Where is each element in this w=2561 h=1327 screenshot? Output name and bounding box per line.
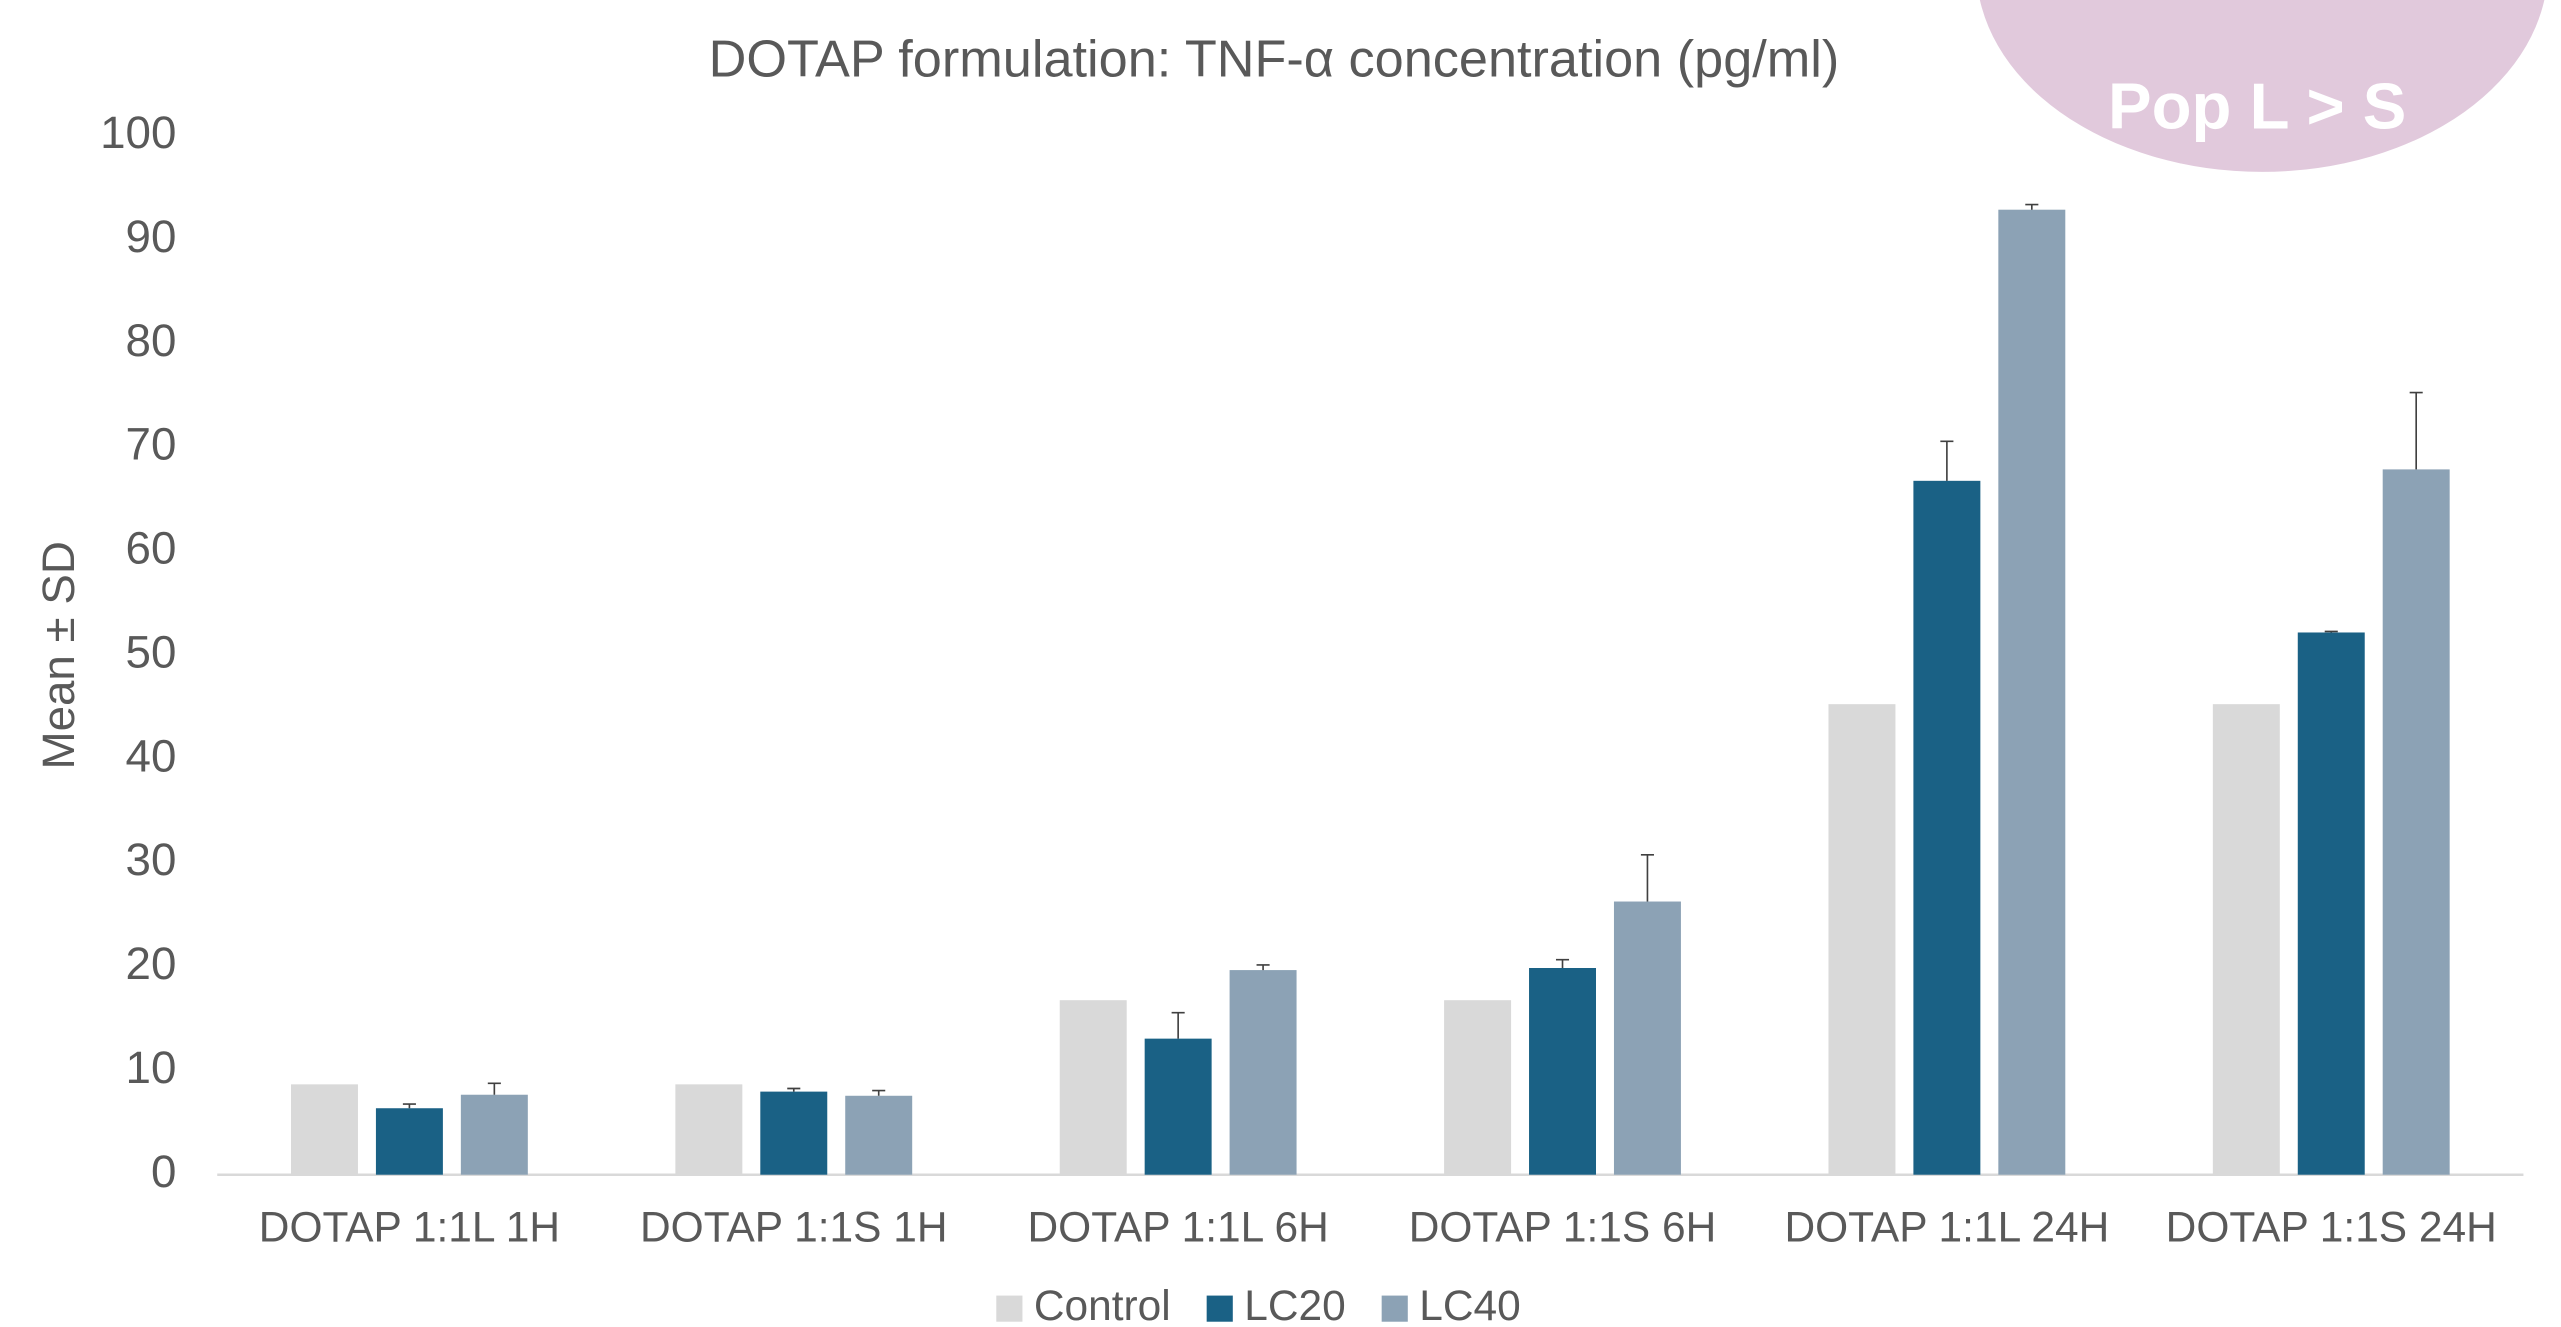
error-bar xyxy=(2409,391,2423,470)
error-bar xyxy=(787,1087,801,1092)
legend-swatch xyxy=(996,1295,1023,1322)
y-tick-label: 30 xyxy=(126,834,177,885)
legend-label: LC20 xyxy=(1244,1282,1346,1327)
x-tick-label: DOTAP 1:1S 24H xyxy=(2166,1203,2497,1250)
bar xyxy=(460,1094,528,1175)
y-tick-label: 70 xyxy=(126,419,177,470)
error-bar xyxy=(1640,853,1654,902)
bar xyxy=(1059,1000,1127,1175)
error-bar xyxy=(1171,1011,1185,1039)
legend-label: Control xyxy=(1034,1282,1171,1327)
bar xyxy=(290,1084,358,1175)
bar xyxy=(1913,480,1981,1175)
y-tick-label: 40 xyxy=(126,730,177,781)
y-tick-label: 100 xyxy=(100,107,176,158)
bar xyxy=(375,1108,443,1175)
error-bar xyxy=(2324,630,2338,633)
bar xyxy=(1613,901,1681,1175)
error-bar xyxy=(2025,203,2039,210)
x-tick-label: DOTAP 1:1S 1H xyxy=(640,1203,948,1250)
bar xyxy=(2212,704,2280,1175)
y-tick-label: 90 xyxy=(126,211,177,262)
y-tick-label: 60 xyxy=(126,523,177,574)
error-bar xyxy=(1555,958,1570,969)
bar xyxy=(1998,209,2066,1175)
chart-title: DOTAP formulation: TNF-α concentration (… xyxy=(709,30,1840,88)
error-bar xyxy=(487,1082,501,1095)
annotation-badge xyxy=(1979,0,2545,172)
error-bar xyxy=(1256,964,1270,971)
bar xyxy=(760,1091,828,1175)
bar xyxy=(1529,968,1596,1175)
bar xyxy=(1444,1000,1512,1175)
bar xyxy=(1144,1038,1212,1175)
bar xyxy=(2382,469,2450,1175)
error-bar xyxy=(1940,440,1954,481)
y-tick-label: 50 xyxy=(126,626,177,677)
y-axis-label: Mean ± SD xyxy=(33,541,84,769)
bar xyxy=(2297,632,2365,1175)
x-tick-label: DOTAP 1:1L 24H xyxy=(1784,1203,2109,1250)
bar xyxy=(1229,970,1297,1175)
legend-label: LC40 xyxy=(1419,1282,1521,1327)
bar xyxy=(675,1084,743,1175)
legend-swatch xyxy=(1381,1295,1408,1322)
y-tick-label: 0 xyxy=(151,1146,176,1197)
x-tick-label: DOTAP 1:1L 1H xyxy=(259,1203,560,1250)
error-bar xyxy=(872,1089,886,1096)
y-tick-label: 10 xyxy=(126,1042,177,1093)
x-tick-label: DOTAP 1:1S 6H xyxy=(1409,1203,1717,1250)
bar xyxy=(1828,704,1896,1175)
y-tick-label: 20 xyxy=(126,938,177,989)
legend-swatch xyxy=(1206,1295,1233,1322)
bar xyxy=(845,1095,913,1175)
x-tick-label: DOTAP 1:1L 6H xyxy=(1028,1203,1329,1250)
annotation: Pop L > S xyxy=(2108,70,2406,143)
error-bar xyxy=(402,1103,416,1109)
y-tick-label: 80 xyxy=(126,315,177,366)
